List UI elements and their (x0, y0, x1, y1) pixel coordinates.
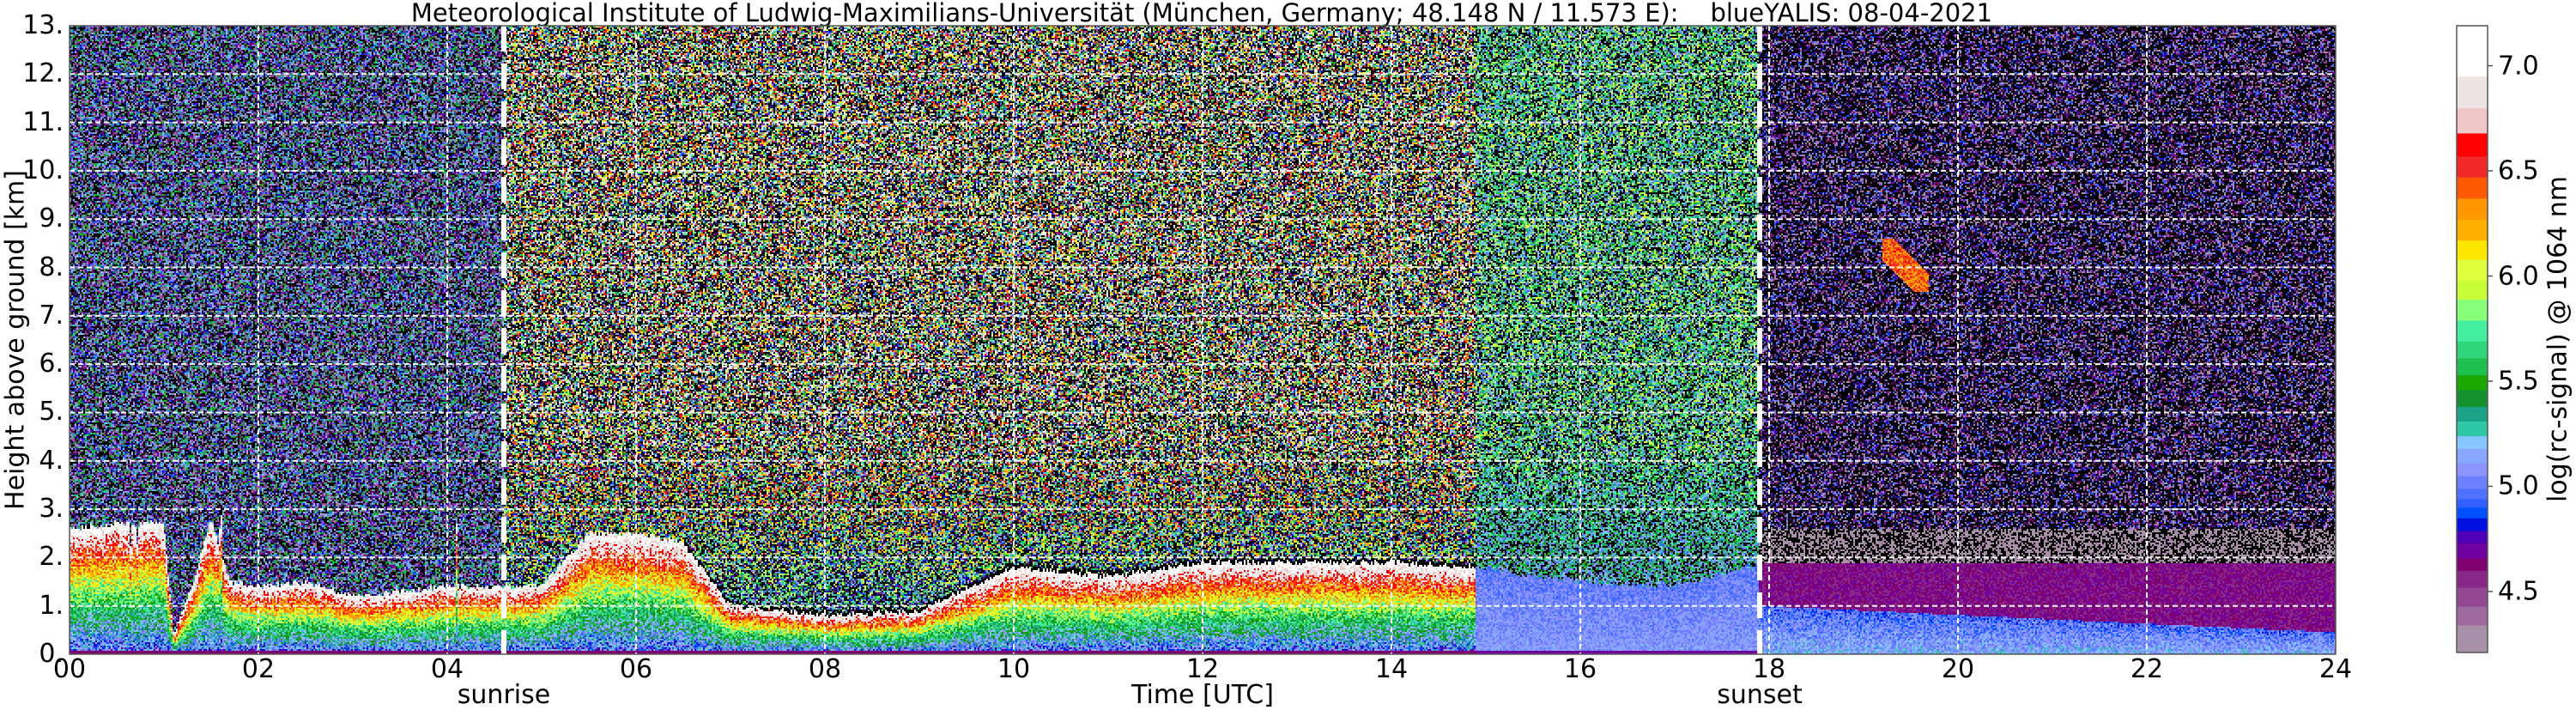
colorbar-frame (2456, 25, 2488, 653)
colorbar-band (2457, 499, 2488, 508)
x-tick-label: 12 (1185, 654, 1220, 684)
colorbar-tick-label: 5.5 (2498, 366, 2539, 397)
colorbar-band (2457, 476, 2488, 489)
x-tick-label: 08 (808, 654, 842, 684)
colorbar-tick-label: 6.5 (2498, 155, 2539, 186)
x-tick-label: 24 (2318, 654, 2353, 684)
x-tick-label: 18 (1752, 654, 1786, 684)
colorbar-band (2457, 107, 2488, 134)
colorbar-tick-label: 4.5 (2498, 576, 2539, 607)
colorbar-band (2457, 625, 2488, 653)
colorbar-band (2457, 341, 2488, 359)
colorbar-label: log(rc-signal) @ 1064 nm (2543, 175, 2573, 503)
y-tick-label: 3. (39, 494, 64, 525)
y-tick-label: 1. (39, 590, 64, 621)
colorbar-band (2457, 518, 2488, 531)
colorbar-band (2457, 543, 2488, 559)
colorbar-band (2457, 421, 2488, 437)
colorbar-band (2457, 299, 2488, 321)
y-tick-label: 0. (39, 639, 64, 669)
x-tick-label: 06 (619, 654, 653, 684)
colorbar-band (2457, 587, 2488, 607)
colorbar-band (2457, 319, 2488, 342)
y-tick-label: 7. (39, 300, 64, 331)
x-tick-label: 22 (2130, 654, 2164, 684)
grid-overlay (69, 25, 2337, 655)
y-tick-label: 8. (39, 252, 64, 282)
colorbar-band (2457, 374, 2488, 391)
y-tick-label: 10. (22, 155, 64, 185)
x-tick-label: 00 (52, 654, 87, 684)
colorbar-tick-label: 6.0 (2498, 261, 2539, 291)
colorbar-band (2457, 240, 2488, 260)
x-tick-label: 20 (1941, 654, 1975, 684)
x-axis-label: Time [UTC] (1131, 680, 1274, 710)
colorbar-tick-label: 7.0 (2498, 51, 2539, 82)
colorbar (2456, 25, 2493, 653)
colorbar-band (2457, 530, 2488, 544)
colorbar-band (2457, 406, 2488, 422)
colorbar-band (2457, 570, 2488, 588)
y-tick-label: 6. (39, 349, 64, 379)
y-tick-label: 13. (22, 10, 64, 40)
y-tick-label: 4. (39, 445, 64, 476)
colorbar-band (2457, 435, 2488, 449)
chart-title: Meteorological Institute of Ludwig-Maxim… (410, 0, 1993, 27)
colorbar-band (2457, 358, 2488, 376)
x-tick-label: 10 (997, 654, 1031, 684)
y-tick-label: 11. (22, 106, 64, 137)
x-tick-label: 04 (430, 654, 464, 684)
y-axis-label: Height above ground [km] (0, 170, 31, 510)
colorbar-band (2457, 76, 2488, 109)
x-tick-label: 16 (1563, 654, 1597, 684)
plot-frame (69, 25, 2337, 655)
colorbar-band (2457, 507, 2488, 519)
y-tick-label: 2. (39, 542, 64, 573)
colorbar-tick-label: 5.0 (2498, 470, 2539, 501)
colorbar-band (2457, 132, 2488, 157)
colorbar-band (2457, 258, 2488, 281)
colorbar-band (2457, 557, 2488, 571)
colorbar-band (2457, 155, 2488, 178)
colorbar-band (2457, 389, 2488, 407)
colorbar-band (2457, 488, 2488, 500)
sunset-label: sunset (1717, 680, 1803, 710)
x-tick-label: 02 (241, 654, 276, 684)
x-tick-label: 14 (1374, 654, 1409, 684)
colorbar-band (2457, 448, 2488, 464)
y-tick-label: 9. (39, 203, 64, 234)
plot-area (69, 25, 2337, 655)
colorbar-band (2457, 197, 2488, 220)
y-tick-label: 5. (39, 397, 64, 428)
y-tick-label: 12. (22, 58, 64, 89)
colorbar-band (2457, 463, 2488, 476)
colorbar-band (2457, 177, 2488, 199)
colorbar-band (2457, 219, 2488, 241)
colorbar-band (2457, 26, 2488, 77)
colorbar-band (2457, 606, 2488, 626)
sunrise-label: sunrise (457, 680, 551, 710)
colorbar-band (2457, 280, 2488, 300)
